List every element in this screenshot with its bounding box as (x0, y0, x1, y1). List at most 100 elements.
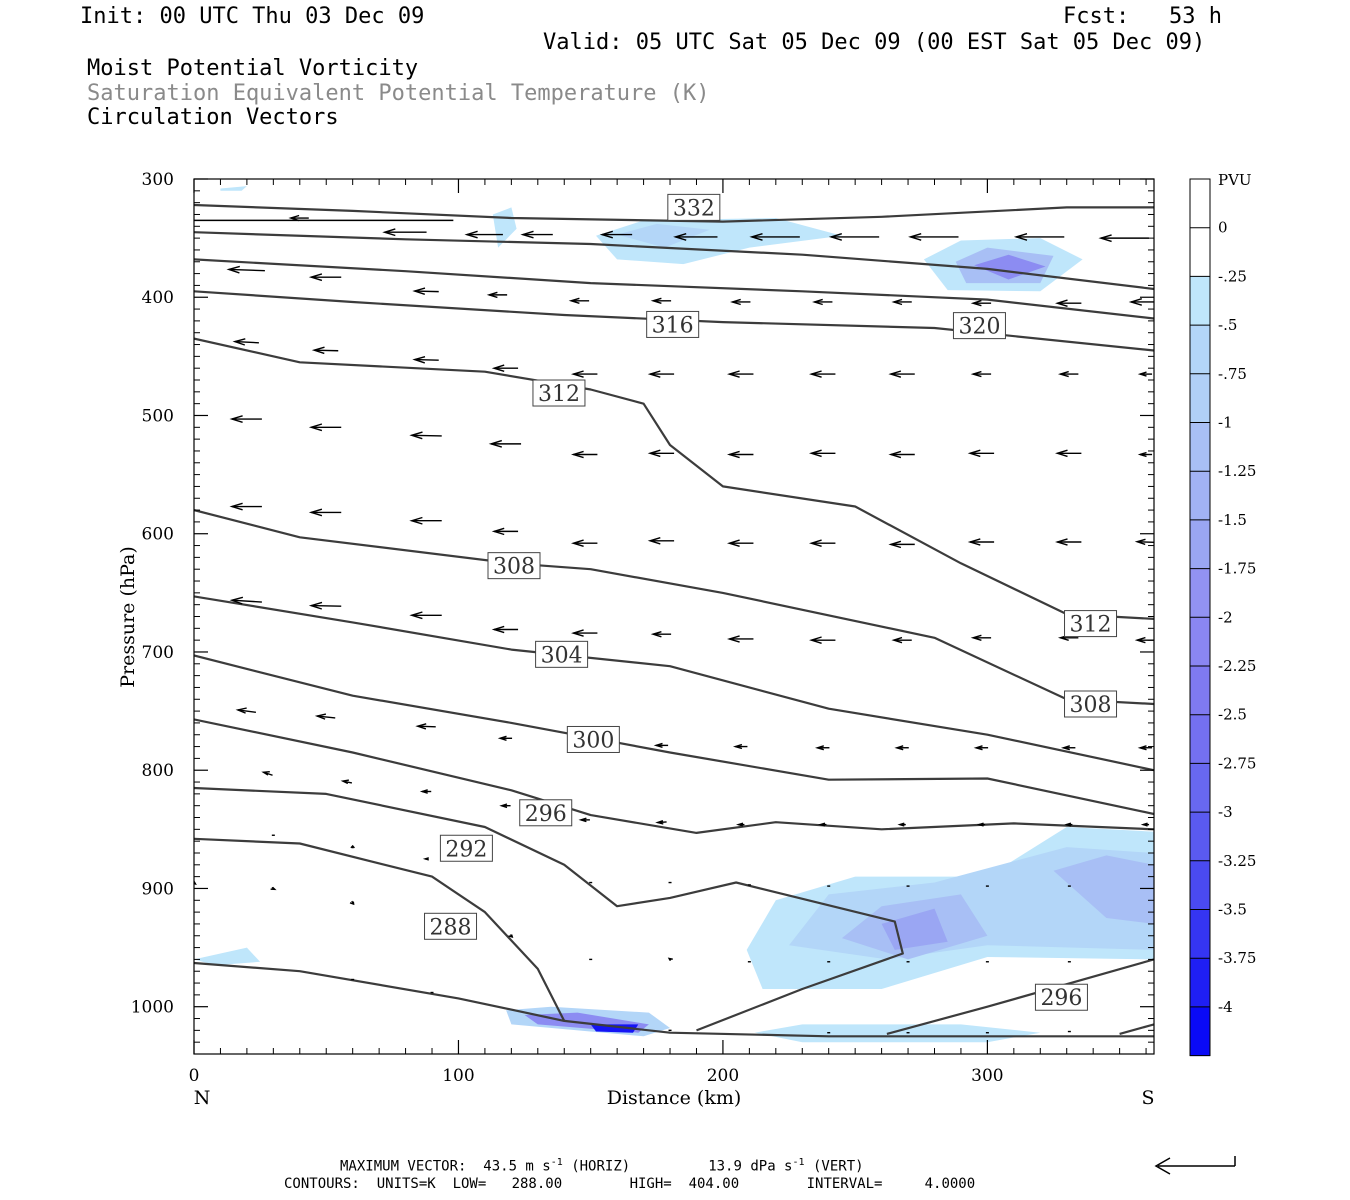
vector-head (464, 230, 478, 239)
vector-head (1140, 822, 1148, 827)
vector-head (650, 631, 662, 638)
contour-line-t7 (194, 595, 1154, 772)
max-vector-horiz: MAXIMUM VECTOR: 43.5 m s (340, 1158, 551, 1175)
vector-head (970, 634, 982, 641)
vector-head (409, 516, 423, 525)
vector-head (976, 822, 984, 827)
contour-label-text: 308 (1070, 693, 1112, 718)
vector-shaft (411, 434, 442, 437)
vector-head (578, 817, 587, 823)
vector-head (647, 537, 661, 545)
colorbar-swatch-13 (1190, 812, 1210, 862)
colorbar-label: -1.75 (1218, 560, 1256, 578)
vector-head (1055, 538, 1068, 546)
y-tick-label: 400 (142, 288, 174, 308)
contour-label-7: 304 (535, 640, 589, 668)
pv-region-4 (881, 908, 948, 950)
field-title-theta-es: Saturation Equivalent Potential Temperat… (87, 81, 710, 106)
vector-60 (229, 596, 262, 605)
y-tick-label: 300 (142, 170, 174, 190)
vector-19 (812, 298, 833, 306)
vector-49 (308, 508, 342, 517)
vector-shaft (228, 268, 265, 272)
vector-head (232, 338, 246, 346)
vector-head (571, 629, 584, 637)
vector-24 (232, 338, 259, 346)
horiz-exponent: -1 (550, 1157, 563, 1168)
vector-8 (828, 233, 880, 241)
vector-head (1060, 745, 1071, 751)
vector-59 (1134, 538, 1154, 546)
vector-head (650, 297, 662, 304)
vector-47 (1137, 451, 1153, 458)
vector-43 (808, 449, 836, 458)
x-end-label-south: S (1141, 1087, 1154, 1109)
vector-head (308, 273, 323, 282)
vector-84 (261, 771, 273, 776)
vector-head (570, 450, 584, 459)
x-axis-label: Distance (km) (607, 1087, 742, 1109)
colorbar-label: -2.75 (1218, 754, 1256, 772)
colorbar-label: -3.5 (1218, 901, 1247, 919)
contour-label-box (667, 193, 721, 221)
vector-29 (647, 370, 675, 378)
vector-97 (350, 844, 355, 849)
contour-label-6: 308 (1064, 690, 1118, 718)
axis-ticks: 300 400 500 600 700 800 900 1000 0 100 200 300 (131, 170, 1154, 1086)
vector-37 (308, 423, 342, 432)
vector-head (1137, 745, 1147, 751)
vector-head (412, 356, 426, 364)
vector-28 (570, 370, 598, 378)
contour-label-12: 288 (424, 912, 478, 940)
vector-shaft (414, 290, 439, 293)
vector-head (350, 844, 355, 849)
vector-head (1098, 234, 1112, 243)
vector-11 (1098, 234, 1149, 243)
vector-shaft (234, 340, 259, 344)
vector-73 (314, 713, 336, 720)
contour-label-8: 300 (566, 725, 620, 753)
vector-head (491, 364, 505, 372)
colorbar-swatch-7 (1190, 519, 1210, 570)
colorbar-label: -2.25 (1218, 657, 1256, 675)
vector-head (726, 370, 740, 378)
colorbar-swatch-9 (1190, 617, 1210, 667)
contour-label-text: 304 (541, 643, 583, 668)
pv-region-9 (590, 1024, 639, 1033)
colorbar-label: -1.25 (1218, 462, 1256, 480)
vector-64 (571, 629, 598, 637)
colorbar-swatch-5 (1190, 422, 1210, 472)
colorbar-label: -2 (1218, 608, 1233, 626)
contour-label-box (535, 640, 589, 668)
colorbar-swatch-0 (1190, 179, 1210, 229)
vector-head (817, 822, 826, 827)
vector-50 (409, 516, 442, 525)
vector-86 (419, 789, 432, 794)
vector-head (888, 540, 902, 549)
contour-label-text: 300 (572, 728, 614, 753)
y-axis-label: Pressure (hPa) (117, 546, 139, 688)
contour-label-text: 292 (445, 837, 487, 862)
colorbar-label: -3 (1218, 803, 1233, 821)
vector-head (308, 601, 323, 610)
vector-head (409, 611, 423, 620)
vector-head (828, 233, 843, 241)
y-tick-label: 900 (142, 879, 174, 899)
vector-42 (726, 450, 754, 459)
vector-head (1013, 233, 1028, 241)
contour-line-t10 (194, 786, 904, 1032)
vector-head (732, 743, 743, 750)
vector-head (486, 291, 498, 299)
vector-56 (888, 540, 915, 549)
pv-region-6 (754, 1024, 1041, 1043)
vector-0 (194, 219, 454, 222)
vector-head (311, 346, 325, 355)
vector-head (488, 439, 503, 448)
vector-1 (288, 214, 309, 222)
vector-shaft (1137, 541, 1154, 543)
contour-label-text: 320 (958, 315, 1000, 340)
vector-shaft (237, 709, 256, 713)
max-vector-line: MAXIMUM VECTOR: 43.5 m s-1 (HORIZ) 13.9 d… (340, 1158, 864, 1174)
vector-83 (1137, 745, 1153, 751)
vector-38 (409, 431, 442, 440)
